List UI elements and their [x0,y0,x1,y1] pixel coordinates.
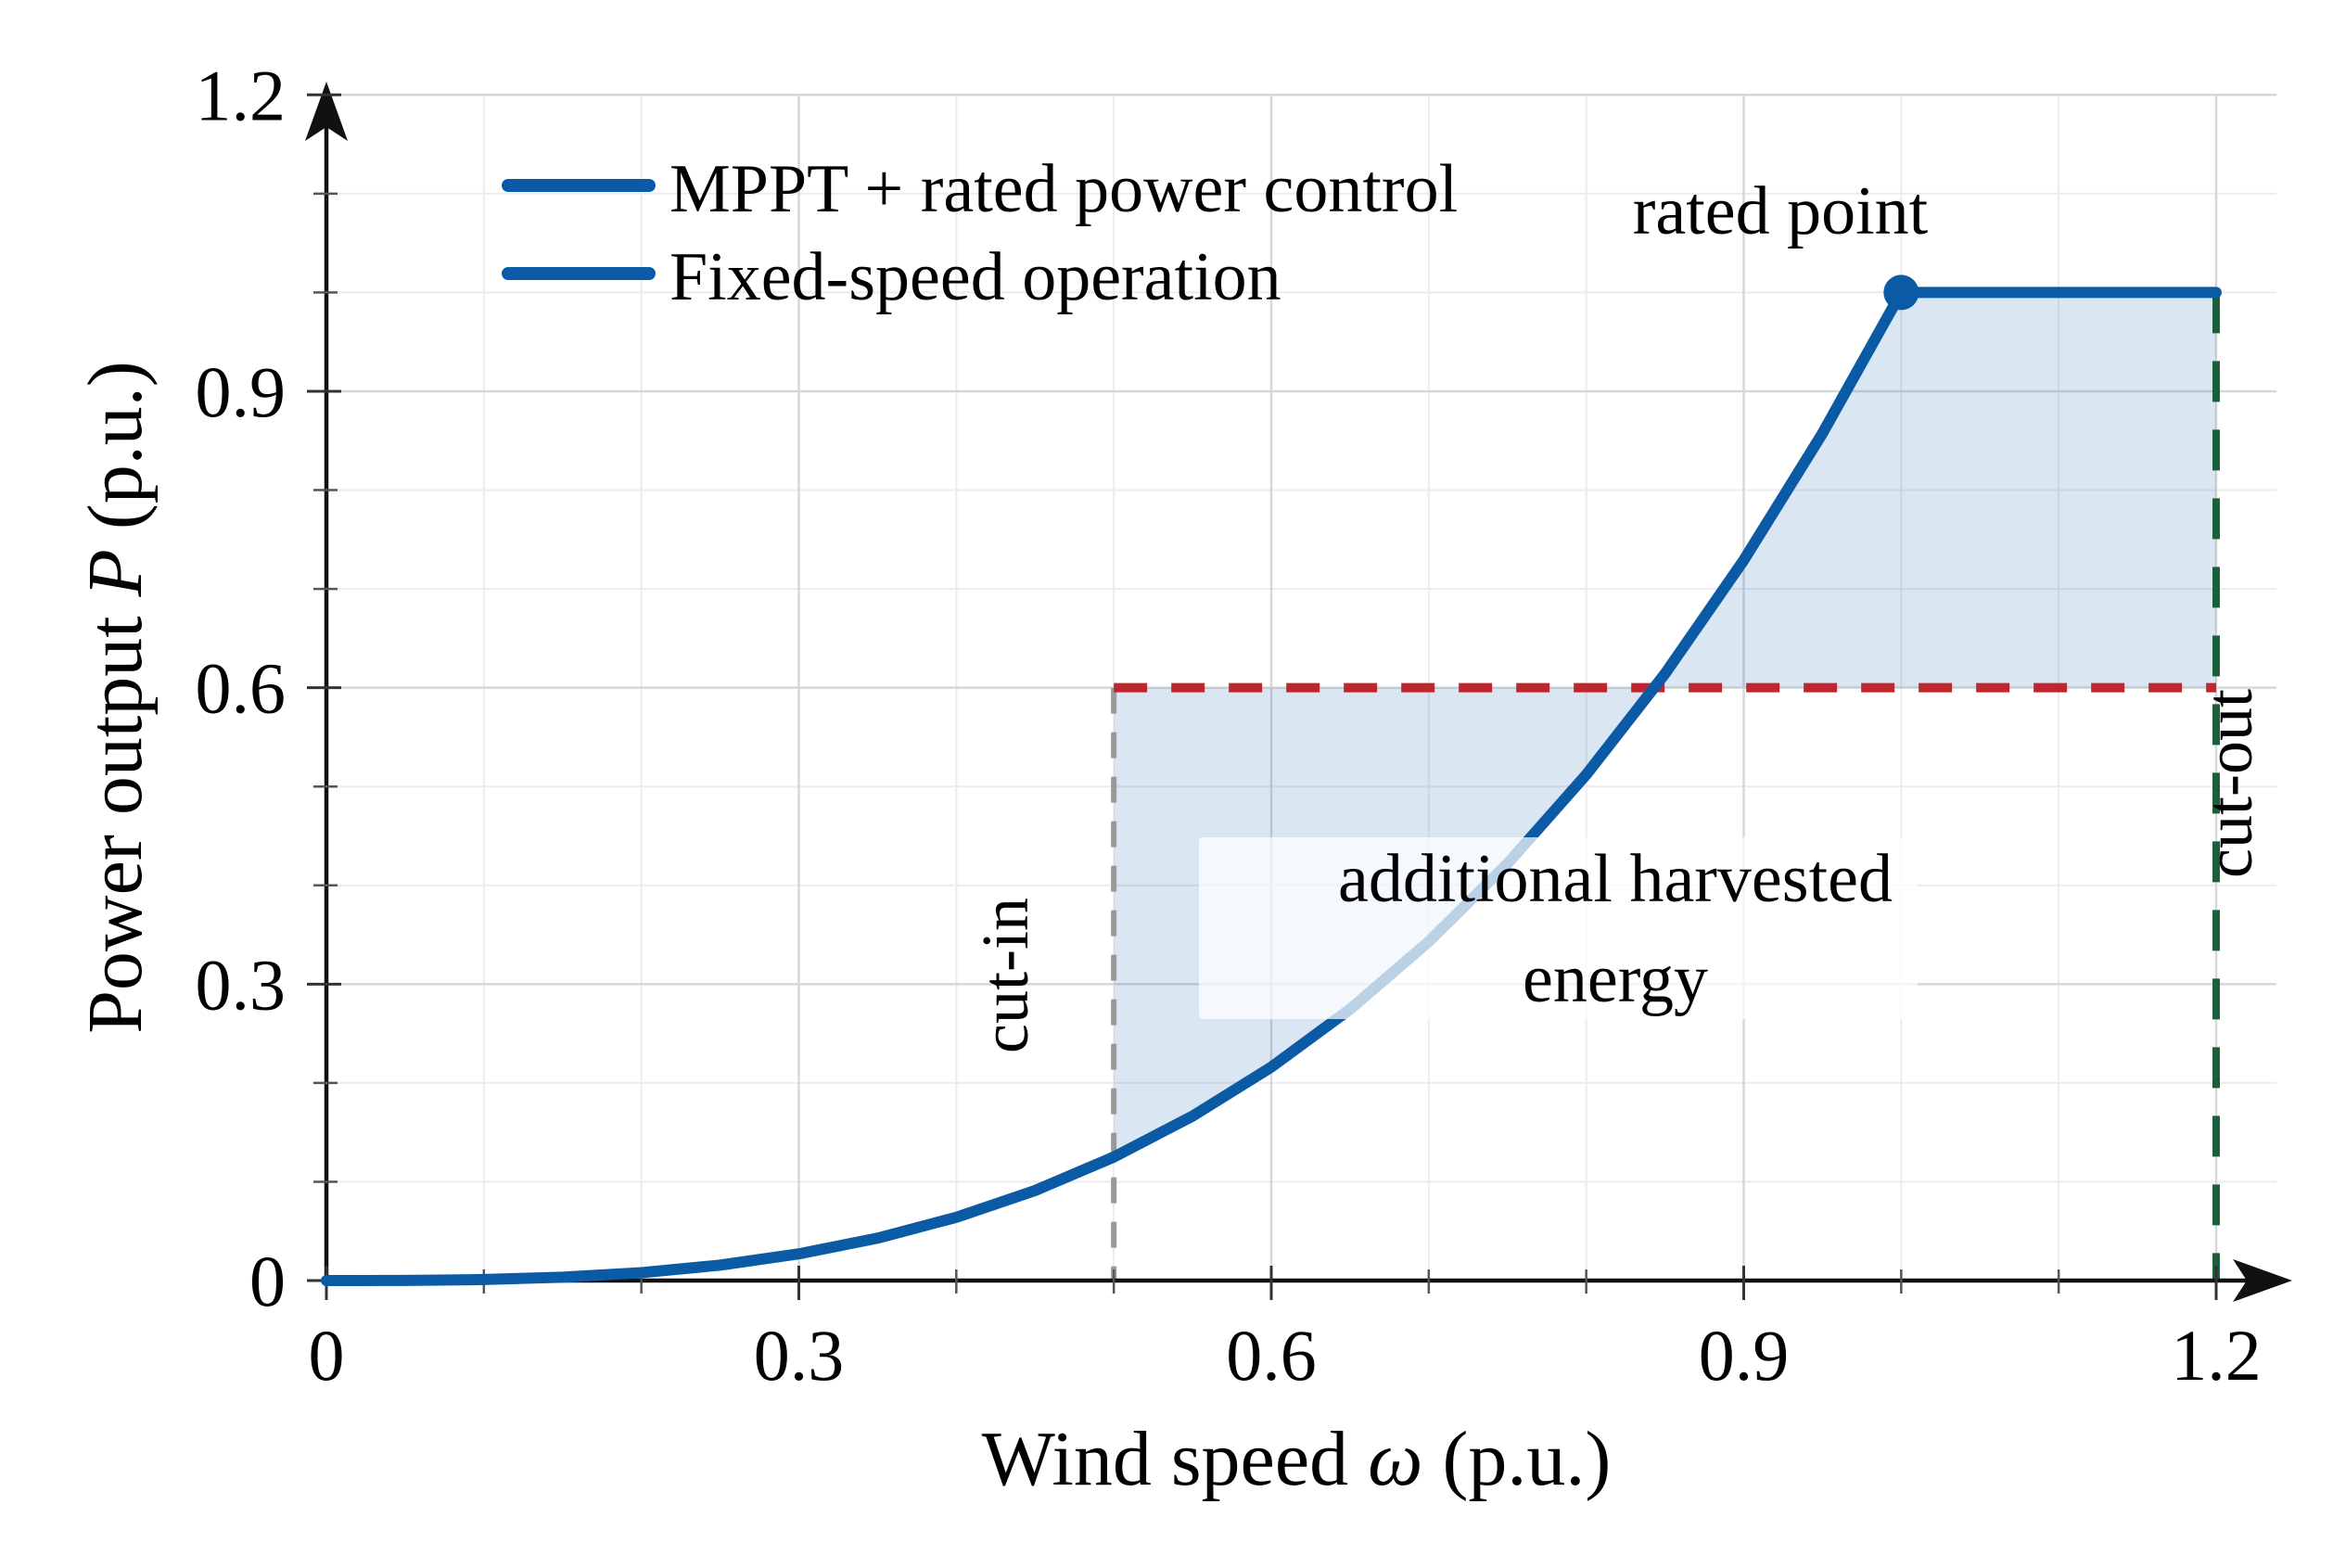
axes [305,82,2292,1302]
x-tick-label: 0.3 [754,1315,845,1396]
y-tick-label: 0.3 [196,944,287,1025]
y-axis-arrow-icon [305,82,348,141]
annotation-backdrop [1199,837,1918,1019]
additional-energy-label-line1: additional harvested [1338,841,1893,917]
x-tick-label: 0.9 [1699,1315,1790,1396]
y-tick-label: 0.6 [196,648,287,729]
x-tick-label: 0 [309,1315,345,1396]
x-axis-label: Wind speed ω (p.u.) [982,1416,1612,1502]
cut-out-label: cut-out [2192,689,2266,878]
y-axis-label: Power output P (p.u.) [72,361,159,1034]
x-tick-label: 0.6 [1226,1315,1317,1396]
rated-point-label: rated point [1633,173,1929,249]
y-tick-label: 0 [249,1241,286,1321]
cut-in-label: cut-in [968,898,1042,1053]
legend-label-fixed: Fixed-speed operation [669,239,1281,315]
y-tick-label: 1.2 [196,55,287,135]
y-tick-label: 0.9 [196,351,287,432]
legend-label-mppt: MPPT + rated power control [669,151,1458,227]
rated-point-marker [1883,274,1919,311]
x-tick-label: 1.2 [2171,1315,2262,1396]
tick-labels: 0 0.3 0.6 0.9 1.2 0 0.3 0.6 0.9 1.2 [196,55,2262,1396]
mppt-curve [321,287,2222,1286]
mppt-series [321,274,2222,1286]
reference-lines [1111,292,2220,1281]
additional-energy-fill [1114,292,2216,1157]
shaded-region [1114,292,2216,1157]
x-axis-arrow-icon [2233,1259,2292,1302]
additional-energy-label-line2: energy [1523,941,1708,1017]
legend: MPPT + rated power control Fixed-speed o… [502,151,1458,315]
